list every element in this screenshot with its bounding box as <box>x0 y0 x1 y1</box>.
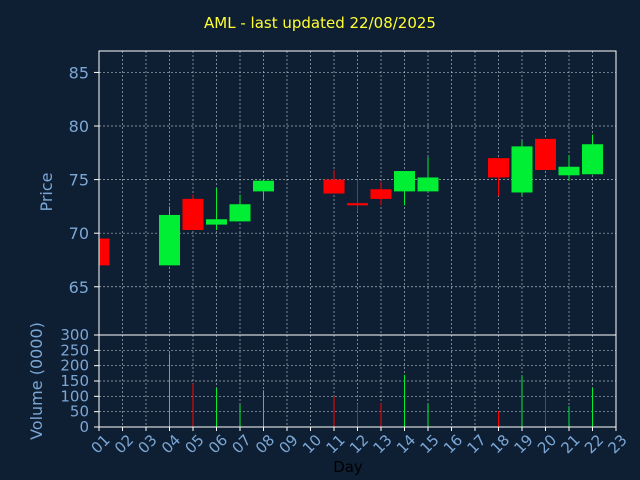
candle <box>98 238 110 266</box>
volume-tick-label: 100 <box>60 387 89 405</box>
candle <box>417 157 439 192</box>
volume-tick-label: 200 <box>60 357 89 375</box>
candle <box>323 169 345 194</box>
x-tick-label: 13 <box>370 431 396 457</box>
x-tick-label: 04 <box>158 431 184 457</box>
volume-tick-label: 300 <box>60 326 89 344</box>
x-axis-label: Day <box>333 458 363 476</box>
x-tick-label: 18 <box>487 431 513 457</box>
x-tick-label: 19 <box>511 431 537 457</box>
candle-body <box>229 204 251 222</box>
x-tick-label: 12 <box>346 431 372 457</box>
x-tick-label: 08 <box>252 431 278 457</box>
candles <box>98 134 603 266</box>
candle <box>535 138 556 170</box>
candle-body <box>488 158 509 178</box>
price-axis-label: Price <box>37 172 56 211</box>
candle-body <box>511 146 533 193</box>
candle-body <box>394 171 415 192</box>
candle <box>511 141 533 196</box>
x-tick-label: 20 <box>534 431 560 457</box>
candle-body <box>558 166 580 176</box>
candle <box>558 154 580 181</box>
price-tick-label: 65 <box>69 278 89 297</box>
candle-body <box>182 198 204 230</box>
x-tick-label: 01 <box>88 431 114 457</box>
x-tick-label: 11 <box>323 431 349 457</box>
price-tick-label: 85 <box>69 63 89 82</box>
candle-body <box>347 203 368 206</box>
candle <box>582 134 603 175</box>
candle <box>229 194 251 222</box>
x-ticks: 0102030405060708091011121314151617181920… <box>88 427 631 457</box>
x-tick-label: 10 <box>299 431 325 457</box>
candle-body <box>159 214 180 266</box>
candle-body <box>370 189 392 199</box>
volume-tick-label: 150 <box>60 372 89 390</box>
x-tick-label: 14 <box>393 431 419 457</box>
x-tick-label: 06 <box>205 431 231 457</box>
candle-body <box>535 138 556 170</box>
x-tick-label: 02 <box>111 431 137 457</box>
price-tick-label: 70 <box>69 224 89 243</box>
x-tick-label: 17 <box>464 431 490 457</box>
candle <box>159 206 180 266</box>
x-tick-label: 23 <box>605 431 631 457</box>
chart-title: AML - last updated 22/08/2025 <box>204 14 436 32</box>
x-tick-label: 21 <box>558 431 584 457</box>
x-tick-label: 22 <box>581 431 607 457</box>
volume-tick-label: 0 <box>79 418 89 436</box>
price-y-ticks: 65 70 75 80 85 <box>69 63 99 297</box>
candle <box>182 194 204 230</box>
volume-bars <box>169 353 593 427</box>
candle <box>253 179 274 202</box>
x-tick-label: 07 <box>229 431 255 457</box>
candle-body <box>253 180 274 192</box>
price-tick-label: 80 <box>69 117 89 136</box>
candle-body <box>99 238 110 266</box>
volume-panel-frame <box>98 334 617 428</box>
candle <box>370 181 392 206</box>
candle <box>347 179 368 212</box>
candle <box>394 171 415 206</box>
volume-tick-label: 50 <box>70 403 89 421</box>
candle-body <box>323 179 345 194</box>
x-tick-label: 03 <box>135 431 161 457</box>
candle-body <box>206 219 227 225</box>
candle-body <box>417 177 439 192</box>
x-tick-label: 09 <box>276 431 302 457</box>
candle <box>206 188 227 230</box>
volume-axis-label: Volume (0000) <box>27 322 46 440</box>
x-tick-label: 05 <box>182 431 208 457</box>
candle <box>488 158 509 196</box>
x-tick-label: 15 <box>417 431 443 457</box>
price-tick-label: 75 <box>69 171 89 190</box>
candle-body <box>582 144 603 175</box>
x-tick-label: 16 <box>440 431 466 457</box>
volume-tick-label: 250 <box>60 341 89 359</box>
